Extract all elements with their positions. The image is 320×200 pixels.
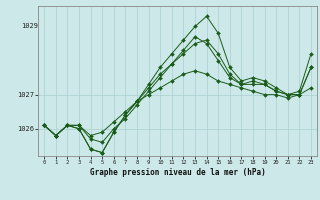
Text: 1029: 1029 [21,23,38,29]
X-axis label: Graphe pression niveau de la mer (hPa): Graphe pression niveau de la mer (hPa) [90,168,266,177]
